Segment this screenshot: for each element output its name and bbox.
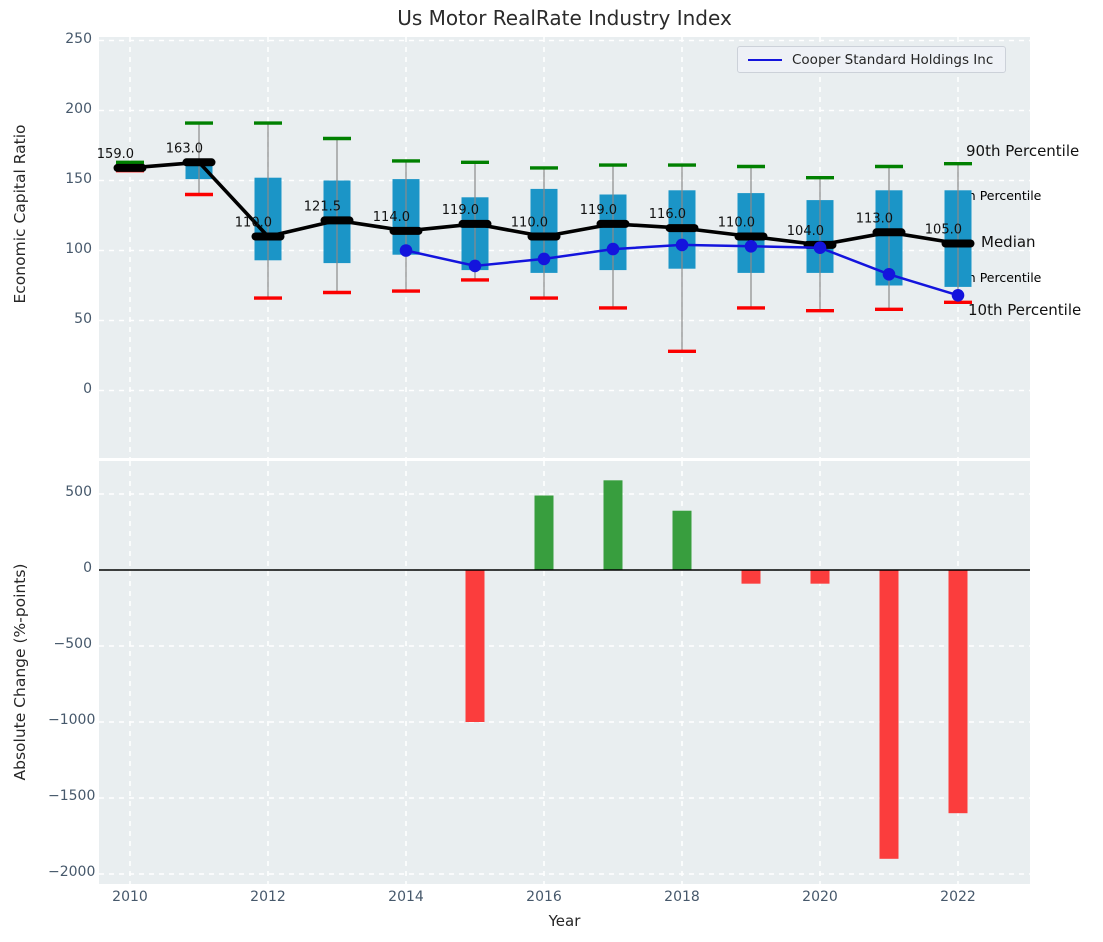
bottom-axes xyxy=(99,461,1030,884)
change-bar xyxy=(741,570,761,584)
median-marker xyxy=(872,228,906,237)
median-marker xyxy=(527,232,561,241)
median-value-label: 119.0 xyxy=(442,203,479,218)
median-value-label: 116.0 xyxy=(649,207,686,222)
cooper-marker xyxy=(606,242,620,256)
top-y-tick-label: 0 xyxy=(83,380,92,397)
median-marker xyxy=(113,163,147,172)
median-value-label: 110.0 xyxy=(235,216,272,231)
annotation-90th-percentile: 90th Percentile xyxy=(966,142,1080,160)
change-bar xyxy=(879,570,899,859)
bottom-y-tick-label: −1500 xyxy=(48,788,96,804)
top-y-tick-label: 250 xyxy=(65,30,92,47)
annotation-10th-percentile: 10th Percentile xyxy=(968,301,1082,319)
boxplot-chart: 159.0 163.0 110.0 121.5 114.0 119.0 110.0 119.0… xyxy=(97,37,1030,458)
bottom-y-tick-label: 500 xyxy=(65,484,92,500)
median-marker xyxy=(458,219,492,228)
cooper-marker xyxy=(882,268,896,281)
median-value-label: 113.0 xyxy=(856,211,893,226)
cooper-marker xyxy=(744,240,758,253)
cooper-marker xyxy=(813,241,827,254)
bottom-y-axis-label: Absolute Change (%-points) xyxy=(11,563,29,781)
bottom-y-tick-label: −1000 xyxy=(48,712,96,728)
median-value-label: 105.0 xyxy=(925,223,962,238)
median-value-label: 121.5 xyxy=(304,199,341,214)
top-y-axis-label: Economic Capital Ratio xyxy=(11,124,29,304)
median-marker xyxy=(734,232,768,241)
change-bar xyxy=(672,510,692,570)
x-tick-label: 2012 xyxy=(250,889,286,905)
x-tick-label: 2014 xyxy=(388,889,424,905)
legend: Cooper Standard Holdings Inc xyxy=(737,46,1007,73)
bottom-y-tick-label: −500 xyxy=(53,636,92,652)
median-value-label: 119.0 xyxy=(580,203,617,218)
top-axes: 75th Percentile 25th Percentile 159.0 163… xyxy=(97,37,1081,458)
change-bar xyxy=(948,570,968,814)
change-bar xyxy=(465,570,485,722)
top-y-tick-label: 100 xyxy=(65,240,92,257)
cooper-marker xyxy=(399,244,413,257)
median-marker xyxy=(941,239,975,248)
median-value-label: 110.0 xyxy=(511,216,548,231)
annotation-median: Median xyxy=(981,233,1036,251)
top-y-tick-label: 200 xyxy=(65,100,92,117)
legend-line-sample xyxy=(748,58,782,61)
x-tick-label: 2010 xyxy=(112,889,148,905)
cooper-marker xyxy=(537,252,551,266)
top-y-tick-label: 150 xyxy=(65,170,92,187)
change-bar xyxy=(810,570,830,584)
median-value-label: 114.0 xyxy=(373,210,410,225)
cooper-marker xyxy=(951,289,965,302)
chart-title: Us Motor RealRate Industry Index xyxy=(397,6,732,30)
bar-chart xyxy=(99,461,1030,884)
median-value-label: 110.0 xyxy=(718,216,755,231)
median-marker xyxy=(251,232,285,241)
median-marker xyxy=(320,216,354,225)
median-marker xyxy=(596,219,630,228)
change-bar xyxy=(603,480,623,570)
x-axis-label: Year xyxy=(548,912,581,930)
x-tick-label: 2016 xyxy=(526,889,562,905)
x-tick-label: 2020 xyxy=(802,889,838,905)
cooper-marker xyxy=(675,238,689,252)
median-value-label: 104.0 xyxy=(787,224,824,239)
x-tick-label: 2018 xyxy=(664,889,700,905)
top-y-tick-label: 50 xyxy=(74,310,92,327)
legend-label: Cooper Standard Holdings Inc xyxy=(792,51,994,68)
cooper-marker xyxy=(468,259,482,273)
median-value-label: 159.0 xyxy=(97,147,134,162)
bottom-y-tick-label: −2000 xyxy=(48,864,96,880)
median-marker xyxy=(665,224,699,233)
median-value-label: 163.0 xyxy=(166,141,203,156)
bottom-y-tick-label: 0 xyxy=(83,560,92,576)
median-marker xyxy=(182,158,216,167)
median-marker xyxy=(389,226,423,235)
x-tick-label: 2022 xyxy=(940,889,976,905)
change-bar xyxy=(534,495,554,570)
